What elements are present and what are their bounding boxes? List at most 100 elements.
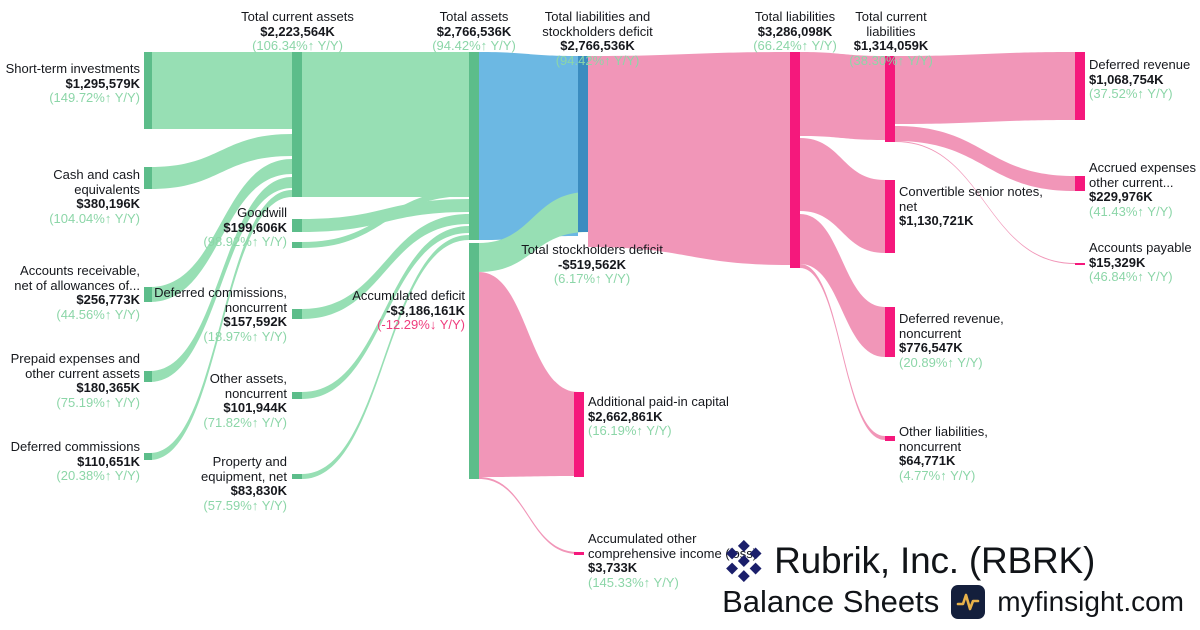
label-pct: (57.59%↑ Y/Y) [203,497,287,513]
node-deferred-revenue[interactable] [1075,52,1085,120]
node-total-current-assets[interactable] [292,52,302,197]
label-short-term-investments: Short-term investments $1,295,579K (149.… [0,61,140,106]
label-total-assets: Total assets $2,766,536K (94.42%↑ Y/Y) [400,9,548,54]
node-prepaid-expenses[interactable] [144,371,152,382]
label-other-assets-noncurrent: Other assets, noncurrent $101,944K (71.8… [145,371,287,430]
label-deferred-commissions: Deferred commissions $110,651K (20.38%↑ … [0,439,140,484]
node-cash-and-cash-equivalents[interactable] [144,167,152,189]
node-additional-paid-in-capital[interactable] [574,392,584,477]
pulse-wave-icon [956,593,980,611]
node-total-current-liabilities[interactable] [885,56,895,142]
node-total-stockholders-deficit[interactable] [469,243,479,479]
label-pct: (66.24%↑ Y/Y) [753,38,837,54]
node-convertible-senior-notes[interactable] [885,180,895,253]
label-value: $110,651K [77,453,140,469]
node-deferred-commissions[interactable] [144,453,152,460]
label-pct: (149.72%↑ Y/Y) [49,90,140,106]
label-value: $157,592K [223,314,287,330]
label-pct: (98.92%↑ Y/Y) [203,234,287,250]
node-bars [144,52,1085,555]
flow-total-assets-to-tlsd [479,52,578,240]
label-pct: (44.56%↑ Y/Y) [56,306,140,322]
label-pct: (71.82%↑ Y/Y) [203,414,287,430]
flow-short-term-investments [150,52,292,129]
label-pct: (20.38%↑ Y/Y) [56,468,140,484]
label-accumulated-deficit: Accumulated deficit -$3,186,161K (-12.29… [330,288,465,333]
label-total-liabilities-and-stockholders-deficit: Total liabilities and stockholders defic… [520,9,675,68]
flow-accumulated-deficit [302,190,469,248]
flow-deferred-commissions [150,190,292,460]
label-value: $199,606K [223,219,287,235]
label-name: Deferred revenue, noncurrent [899,311,1004,341]
flow-deferred-commissions-noncurrent [302,214,469,319]
node-total-liabilities[interactable] [790,52,800,268]
flow-other-liabilities-noncurrent [800,264,885,440]
node-accrued-expenses[interactable] [1075,176,1085,191]
flow-total-current-assets [302,52,469,197]
label-total-current-liabilities: Total current liabilities $1,314,059K (3… [838,9,944,68]
label-value: -$519,562K [558,256,626,272]
label-pct: (-12.29%↓ Y/Y) [377,317,465,333]
label-pct: (18.97%↑ Y/Y) [203,328,287,344]
label-value: $3,286,098K [757,23,833,39]
flow-accumulated-other-comprehensive-income [479,477,578,554]
node-accumulated-other-comprehensive-income[interactable] [574,552,584,555]
label-name: Other assets, noncurrent [209,371,287,401]
node-accumulated-deficit[interactable] [292,242,302,248]
label-name: Total current liabilities [855,9,927,39]
label-name: Convertible senior notes, net [899,184,1043,214]
node-property-and-equipment-net[interactable] [292,474,302,479]
label-deferred-commissions-noncurrent: Deferred commissions, noncurrent $157,59… [145,285,287,344]
label-other-liabilities-noncurrent: Other liabilities, noncurrent $64,771K (… [899,424,1039,483]
flow-convertible-senior-notes [800,138,885,253]
flow-deferred-revenue [895,52,1075,124]
label-prepaid-expenses: Prepaid expenses and other current asset… [0,351,140,410]
label-value: $380,196K [76,196,140,212]
flow-group-liabilities [800,52,885,440]
label-total-liabilities: Total liabilities $3,286,098K (66.24%↑ Y… [728,9,862,54]
label-pct: (104.04%↑ Y/Y) [49,210,140,226]
label-deferred-revenue: Deferred revenue $1,068,754K (37.52%↑ Y/… [1089,57,1200,102]
label-value: $2,662,861K [588,408,663,424]
label-value: $1,068,754K [1089,71,1164,87]
node-total-assets[interactable] [469,52,479,240]
node-other-liabilities-noncurrent[interactable] [885,436,895,441]
flow-deferred-revenue-noncurrent [800,214,885,357]
label-goodwill: Goodwill $199,606K (98.92%↑ Y/Y) [145,205,287,250]
label-accrued-expenses: Accrued expenses a other current... $229… [1089,160,1200,219]
label-value: -$3,186,161K [386,302,465,318]
node-goodwill[interactable] [292,219,302,232]
node-deferred-revenue-noncurrent[interactable] [885,307,895,357]
rubrik-logo-icon [726,540,762,582]
label-accounts-payable: Accounts payable $15,329K (46.84%↑ Y/Y) [1089,240,1200,285]
label-deferred-revenue-noncurrent: Deferred revenue, noncurrent $776,547K (… [899,311,1049,370]
label-value: $180,365K [76,380,140,396]
node-deferred-commissions-noncurrent[interactable] [292,309,302,319]
label-pct: (37.52%↑ Y/Y) [1089,86,1173,102]
label-total-stockholders-deficit: Total stockholders deficit -$519,562K (6… [512,242,672,287]
node-accounts-payable[interactable] [1075,263,1085,265]
label-pct: (46.84%↑ Y/Y) [1089,269,1173,285]
node-accounts-receivable[interactable] [144,287,152,302]
myfinsight-logo-icon [951,585,986,619]
flow-other-assets-noncurrent [302,226,469,399]
label-name: Accumulated other comprehensive income (… [588,531,758,561]
label-pct: (94.42%↑ Y/Y) [555,52,640,68]
label-name: Total current assets [241,9,354,24]
company-name: Rubrik, Inc. (RBRK) [774,540,1096,581]
label-name: Deferred commissions [10,439,140,454]
flow-tlsd-to-total-liabilities [588,52,790,265]
node-other-assets-noncurrent[interactable] [292,392,302,399]
label-pct: (145.33%↑ Y/Y) [588,574,679,590]
node-short-term-investments[interactable] [144,52,152,129]
label-name: Cash and cash equivalents [53,167,140,197]
flow-accounts-payable [895,141,1075,264]
flow-total-current-liabilities [800,52,885,140]
label-value: $2,223,564K [260,23,335,39]
node-total-liabilities-and-stockholders-deficit[interactable] [578,56,588,232]
label-pct: (75.19%↑ Y/Y) [56,394,140,410]
label-accounts-receivable: Accounts receivable, net of allowances o… [0,263,140,322]
label-name: Goodwill [237,205,287,220]
flow-property-and-equipment-net [302,235,469,479]
